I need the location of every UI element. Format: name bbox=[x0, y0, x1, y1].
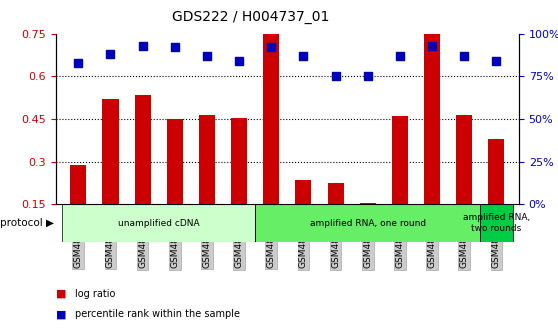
Text: GSM4849: GSM4849 bbox=[106, 225, 115, 268]
Point bbox=[203, 53, 211, 58]
Bar bbox=[392, 116, 408, 204]
Bar bbox=[456, 115, 472, 204]
Text: log ratio: log ratio bbox=[75, 289, 116, 299]
Bar bbox=[360, 203, 376, 204]
Bar bbox=[199, 115, 215, 204]
Bar bbox=[488, 139, 504, 204]
Point bbox=[138, 43, 147, 48]
Bar bbox=[424, 32, 440, 204]
Text: ■: ■ bbox=[56, 289, 66, 299]
Point bbox=[267, 45, 276, 50]
Bar bbox=[70, 165, 86, 204]
Text: GSM4851: GSM4851 bbox=[170, 225, 179, 268]
Text: GSM4853: GSM4853 bbox=[234, 225, 244, 268]
Bar bbox=[62, 204, 255, 242]
Text: unamplified cDNA: unamplified cDNA bbox=[118, 219, 200, 227]
Text: GSM4858: GSM4858 bbox=[396, 225, 405, 268]
Bar bbox=[328, 183, 344, 204]
Bar bbox=[263, 32, 280, 204]
Text: GSM4850: GSM4850 bbox=[138, 225, 147, 268]
Text: GSM4859: GSM4859 bbox=[427, 225, 436, 268]
Point bbox=[396, 53, 405, 58]
Bar bbox=[295, 180, 311, 204]
Bar bbox=[134, 95, 151, 204]
Point bbox=[460, 53, 469, 58]
Text: GSM4854: GSM4854 bbox=[267, 225, 276, 268]
Bar bbox=[255, 204, 480, 242]
Point bbox=[170, 45, 179, 50]
Bar bbox=[480, 204, 512, 242]
Text: GSM4861: GSM4861 bbox=[492, 225, 501, 268]
Bar bbox=[167, 119, 183, 204]
Point bbox=[363, 74, 372, 79]
Text: GSM4857: GSM4857 bbox=[363, 225, 372, 268]
Bar bbox=[231, 118, 247, 204]
Text: GDS222 / H004737_01: GDS222 / H004737_01 bbox=[172, 9, 330, 24]
Text: percentile rank within the sample: percentile rank within the sample bbox=[75, 309, 240, 319]
Point bbox=[74, 60, 83, 65]
Text: GSM4852: GSM4852 bbox=[203, 225, 211, 268]
Point bbox=[299, 53, 308, 58]
Text: GSM4856: GSM4856 bbox=[331, 225, 340, 268]
Point bbox=[492, 58, 501, 64]
Point bbox=[106, 51, 115, 57]
Text: amplified RNA, one round: amplified RNA, one round bbox=[310, 219, 426, 227]
Text: protocol ▶: protocol ▶ bbox=[0, 218, 54, 228]
Text: GSM4855: GSM4855 bbox=[299, 225, 308, 268]
Text: ■: ■ bbox=[56, 309, 66, 319]
Text: amplified RNA,
two rounds: amplified RNA, two rounds bbox=[463, 213, 530, 233]
Bar bbox=[103, 99, 118, 204]
Text: GSM4848: GSM4848 bbox=[74, 225, 83, 268]
Point bbox=[427, 43, 436, 48]
Point bbox=[235, 58, 244, 64]
Text: GSM4860: GSM4860 bbox=[460, 225, 469, 268]
Point bbox=[331, 74, 340, 79]
